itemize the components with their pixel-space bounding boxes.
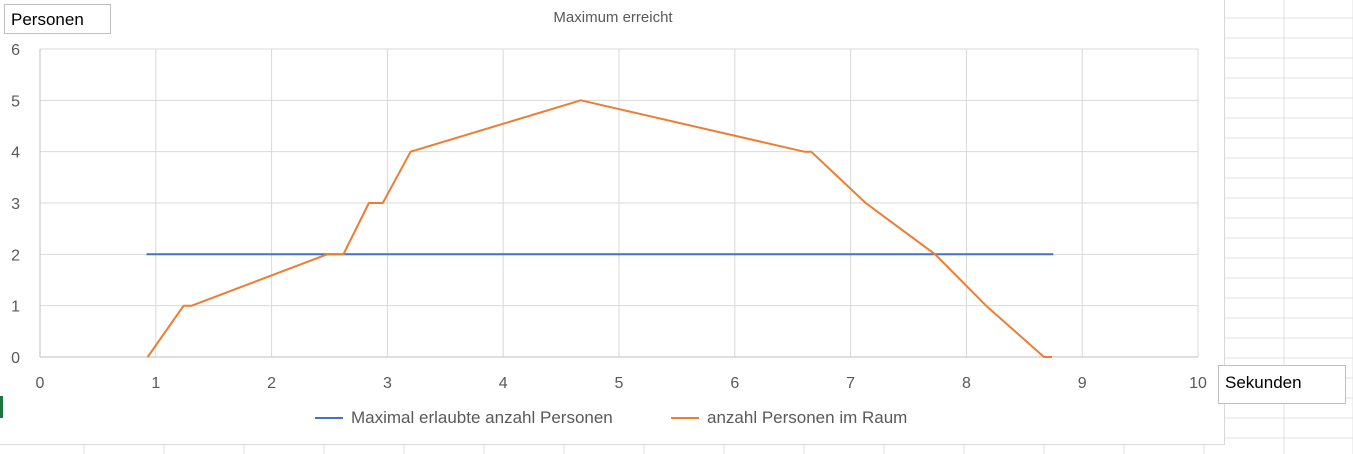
x-tick-label: 9 <box>1078 375 1087 392</box>
chart-title: Maximum erreicht <box>553 9 673 26</box>
sheet-edge-marker <box>0 396 3 418</box>
legend-label-maximal: Maximal erlaubte anzahl Personen <box>351 408 613 427</box>
x-tick-label: 8 <box>962 375 971 392</box>
y-tick-label: 0 <box>11 350 20 367</box>
legend-swatch-maximal <box>315 417 343 419</box>
x-axis-label: Sekunden <box>1225 373 1302 392</box>
x-tick-label: 7 <box>846 375 855 392</box>
x-tick-label: 5 <box>615 375 624 392</box>
x-tick-label: 0 <box>36 375 45 392</box>
y-tick-label: 6 <box>11 42 20 59</box>
x-tick-label: 2 <box>267 375 276 392</box>
legend-swatch-personen <box>671 417 699 419</box>
chart-plot: 0 1 2 3 4 5 6 7 8 9 10 0 1 2 3 4 5 6 <box>11 42 1207 392</box>
y-tick-label: 3 <box>11 196 20 213</box>
y-tick-label: 5 <box>11 93 20 110</box>
y-tick-label: 2 <box>11 247 20 264</box>
x-tick-label: 1 <box>151 375 160 392</box>
legend-label-personen: anzahl Personen im Raum <box>707 408 908 427</box>
y-tick-label: 4 <box>11 145 20 162</box>
legend-item-personen: anzahl Personen im Raum <box>671 408 907 428</box>
chart-area[interactable]: 0 1 2 3 4 5 6 7 8 9 10 0 1 2 3 4 5 6 <box>0 0 1225 445</box>
x-tick-label: 4 <box>499 375 508 392</box>
x-tick-label: 3 <box>383 375 392 392</box>
y-axis-label: Personen <box>11 10 84 29</box>
legend-item-maximal: Maximal erlaubte anzahl Personen <box>315 408 613 428</box>
y-tick-label: 1 <box>11 299 20 316</box>
y-axis-label-box[interactable]: Personen <box>4 4 111 34</box>
x-tick-label: 6 <box>730 375 739 392</box>
series-line-personen <box>146 99 1053 358</box>
x-tick-label: 10 <box>1189 375 1207 392</box>
x-axis-label-box[interactable]: Sekunden <box>1218 365 1346 404</box>
